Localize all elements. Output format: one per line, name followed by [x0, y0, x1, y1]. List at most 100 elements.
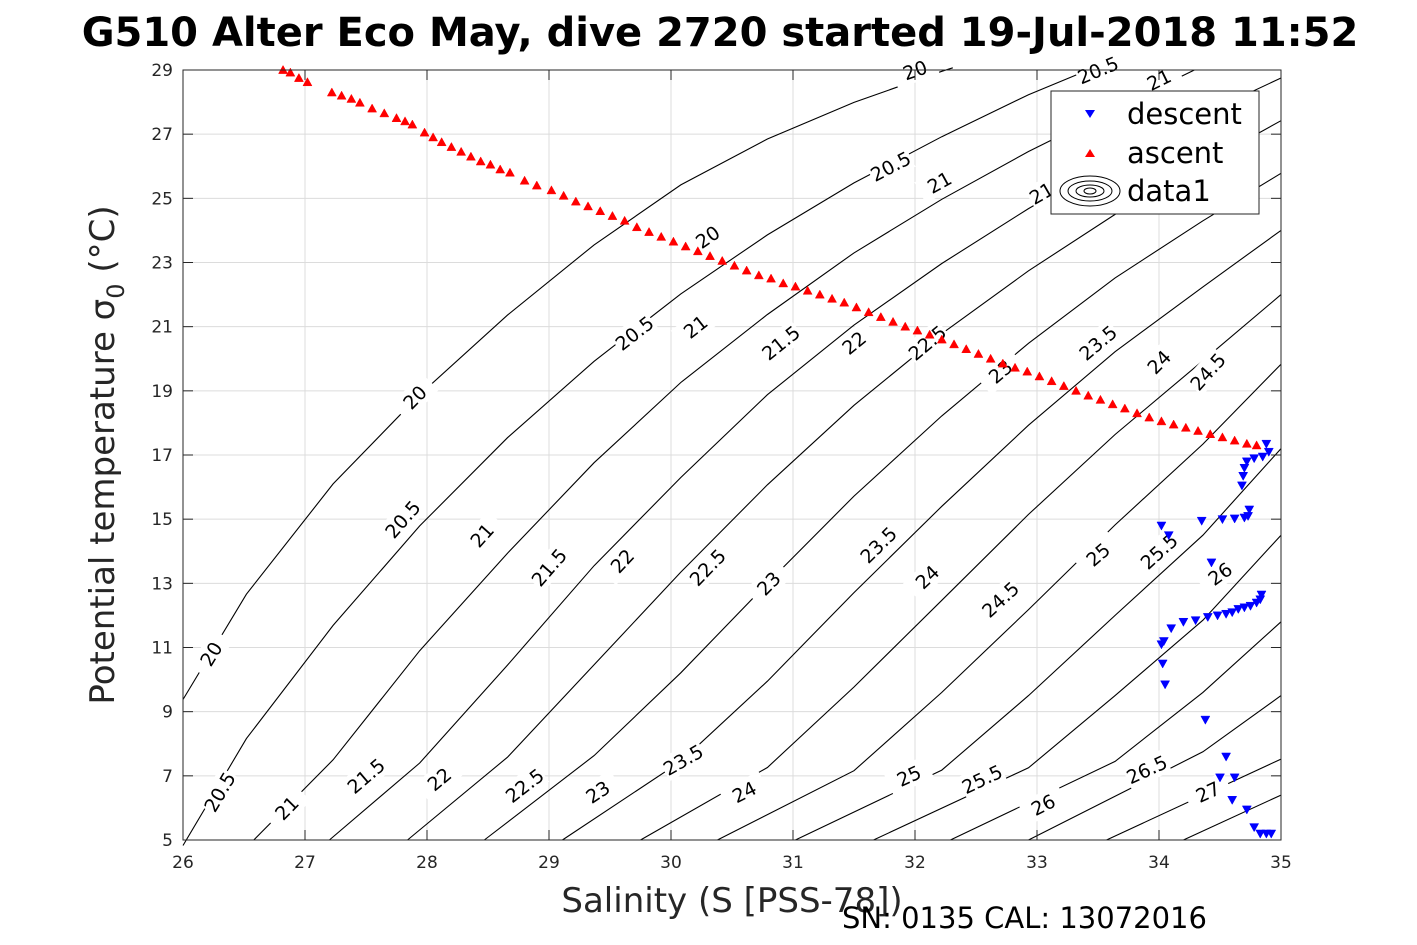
contour-label-bg: [1195, 551, 1245, 597]
x-tick-label: 34: [1148, 853, 1170, 873]
x-tick-label: 35: [1270, 853, 1292, 873]
y-tick-label: 29: [151, 61, 173, 81]
ascent-point: [802, 285, 813, 295]
legend: descent ascent data1: [1050, 90, 1260, 215]
ascent-point: [1046, 376, 1057, 386]
legend-contour-icon: [1083, 187, 1097, 195]
ascent-point: [595, 206, 606, 216]
contour-label-bg: [975, 348, 1025, 395]
y-tick-label: 15: [151, 510, 173, 530]
contour-label-bg: [1073, 531, 1123, 578]
ascent-point: [656, 231, 667, 241]
contour-line: [1028, 695, 1282, 841]
ascent-point: [863, 307, 874, 317]
contour-label-bg: [341, 752, 391, 800]
y-axis-label-unit: (°C): [83, 205, 123, 283]
ascent-point: [1241, 438, 1252, 448]
descent-point: [1221, 609, 1232, 619]
contour-label-bg: [682, 214, 733, 260]
contour-line: [253, 69, 1195, 841]
ascent-point: [680, 241, 691, 251]
ascent-point: [465, 151, 476, 161]
contour-label-bg: [458, 510, 506, 560]
contour-label-bg: [414, 755, 464, 803]
descent-point: [1156, 521, 1167, 531]
ascent-point: [1156, 416, 1167, 426]
descent-point: [1163, 531, 1174, 541]
contour-label-bg: [598, 536, 646, 586]
contour-label-bg: [670, 303, 721, 350]
ascent-point: [644, 227, 654, 236]
contour-line: [483, 172, 1282, 841]
contour-label: 22.5: [686, 545, 731, 591]
ascent-point: [419, 127, 430, 137]
descent-point: [1221, 752, 1232, 762]
contour-label-bg: [976, 575, 1025, 624]
descent-point: [1266, 829, 1277, 839]
contour-label-bg: [198, 766, 242, 817]
ascent-point: [1229, 435, 1240, 445]
ascent-point: [766, 273, 776, 283]
ascent-point: [446, 141, 457, 151]
contour-label: 20.5: [612, 312, 659, 355]
contour-label-bg: [957, 758, 1008, 800]
ascent-point: [400, 116, 410, 126]
ascent-point: [367, 103, 378, 113]
ascent-point: [428, 132, 439, 142]
contour-label-bg: [865, 145, 916, 188]
x-tick-label: 27: [294, 853, 316, 873]
ascent-point: [1251, 440, 1262, 450]
contour-line: [407, 120, 1282, 841]
descent-point: [1196, 516, 1207, 526]
y-axis-label-subscript: 0: [102, 283, 130, 298]
contour-label-bg: [379, 494, 427, 544]
descent-point: [1229, 773, 1240, 783]
ascent-point: [851, 302, 862, 312]
ascent-point: [705, 251, 715, 260]
ascent-point: [1168, 419, 1179, 429]
contour-label-bg: [1135, 337, 1183, 387]
chart-title: G510 Alter Eco May, dive 2720 started 19…: [82, 10, 1359, 56]
contour-label-bg: [744, 559, 793, 608]
x-tick-label: 32: [904, 853, 926, 873]
contour-label: 21.5: [528, 545, 572, 591]
x-tick-label: 26: [172, 853, 194, 873]
legend-label: data1: [1127, 174, 1211, 208]
legend-contour-icon: [1067, 180, 1113, 202]
data-points: [278, 64, 1277, 839]
x-tick-label: 31: [782, 853, 804, 873]
contour-label-bg: [683, 543, 732, 592]
ascent-point: [570, 196, 581, 206]
descent-point: [1238, 472, 1249, 481]
ascent-point: [391, 113, 402, 122]
ascent-point: [407, 119, 418, 129]
ascent-point: [619, 215, 630, 225]
ascent-point: [519, 175, 530, 185]
descent-point: [1160, 680, 1171, 690]
contour-label-bg: [756, 319, 806, 366]
contour-label-bg: [883, 755, 934, 797]
ascent-point: [888, 316, 898, 326]
ascent-point: [505, 167, 515, 177]
ascent-point: [456, 146, 467, 156]
ascent-point: [1119, 403, 1130, 413]
ascent-point: [354, 97, 365, 107]
ascent-point: [379, 108, 390, 118]
ascent-point: [900, 321, 911, 331]
y-tick-label: 25: [151, 189, 173, 209]
descent-point: [1217, 515, 1228, 525]
contour-label-bg: [1121, 749, 1172, 790]
ascent-point: [912, 325, 923, 335]
y-tick-label: 17: [151, 446, 173, 466]
legend-label: descent: [1127, 97, 1242, 131]
ascent-point: [1083, 390, 1094, 400]
contour-label-bg: [902, 319, 952, 367]
contour-label-bg: [390, 373, 439, 422]
contour-line: [717, 363, 1282, 841]
ascent-point: [1034, 371, 1045, 381]
ascent-point: [741, 265, 752, 275]
y-tick-label: 11: [151, 639, 173, 659]
ascent-point: [558, 190, 569, 200]
contour-line: [640, 294, 1282, 841]
x-tick-label: 28: [416, 853, 438, 873]
